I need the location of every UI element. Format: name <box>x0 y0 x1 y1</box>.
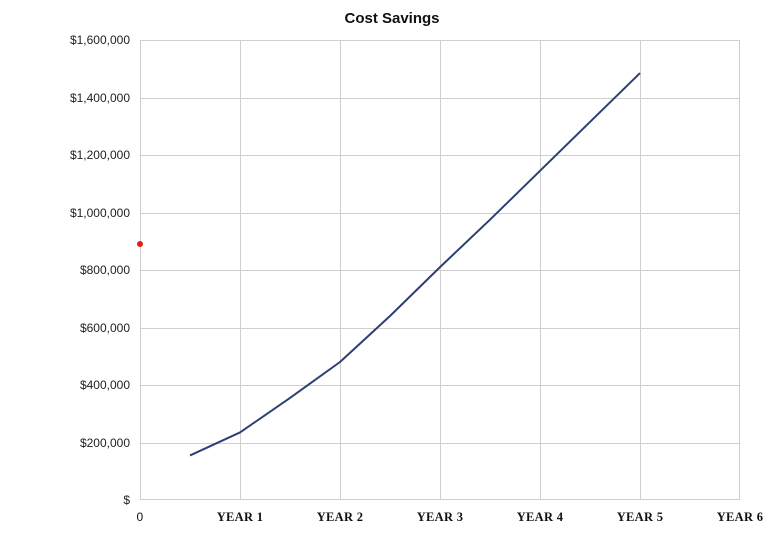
x-axis-label: YEAR 6 <box>717 500 764 525</box>
x-axis-label: YEAR 3 <box>417 500 464 525</box>
y-axis-label: $1,600,000 <box>70 33 140 47</box>
x-axis-label: YEAR 4 <box>517 500 564 525</box>
marker-dot <box>137 241 143 247</box>
x-axis-label: YEAR 2 <box>317 500 364 525</box>
y-axis-label: $1,000,000 <box>70 206 140 220</box>
chart-title: Cost Savings <box>0 10 784 27</box>
line-series-svg <box>140 40 740 500</box>
x-axis-label: 0 <box>137 500 144 524</box>
cost-savings-chart: Cost Savings $$200,000$400,000$600,000$8… <box>0 0 784 556</box>
x-axis-label: YEAR 1 <box>217 500 264 525</box>
series-line-cost-savings <box>190 73 640 455</box>
x-axis-label: YEAR 5 <box>617 500 664 525</box>
y-axis-label: $800,000 <box>80 263 140 277</box>
y-axis-label: $1,200,000 <box>70 148 140 162</box>
y-axis-label: $200,000 <box>80 436 140 450</box>
y-axis-label: $1,400,000 <box>70 91 140 105</box>
y-axis-label: $600,000 <box>80 321 140 335</box>
plot-area: $$200,000$400,000$600,000$800,000$1,000,… <box>140 40 740 500</box>
y-axis-label: $400,000 <box>80 378 140 392</box>
